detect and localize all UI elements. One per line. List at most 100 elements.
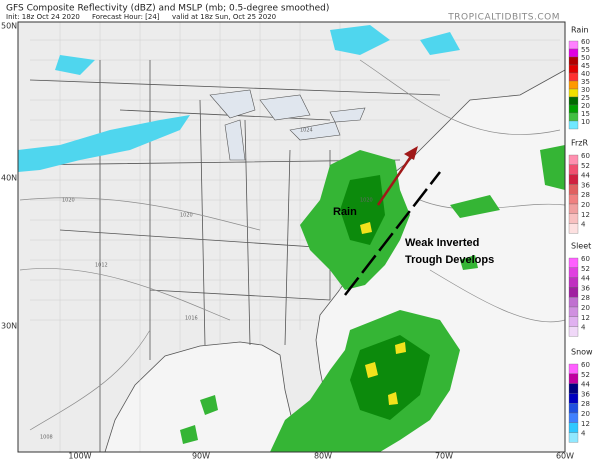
legend-label: 25 [581, 94, 590, 102]
init: Init: 18z Oct 24 2020 [6, 13, 80, 21]
great-lakes [209, 89, 366, 161]
legend-label: 44 [581, 172, 590, 180]
legend-swatch [568, 40, 579, 50]
legend-label: 20 [581, 102, 590, 110]
legend-label: 28 [581, 294, 590, 302]
isobar-label: 1012 [95, 263, 108, 269]
flow-arrow [376, 151, 416, 206]
legend-swatch [568, 174, 579, 185]
legend-label: 45 [581, 62, 590, 70]
legend-label: 35 [581, 78, 590, 86]
legend-swatch [568, 306, 579, 317]
legend-label: 20 [581, 304, 590, 312]
valid-time: valid at 18z Sun, Oct 25 2020 [172, 13, 276, 21]
lon-label: 100W [68, 452, 91, 461]
legend-swatch [568, 223, 579, 234]
lon-label: 60W [556, 452, 574, 461]
map-border [17, 21, 566, 453]
legend-swatch [568, 267, 579, 278]
legend-label: 60 [581, 152, 590, 160]
annotation: Rain [333, 206, 357, 218]
trough-axis [344, 171, 441, 296]
legend-label: 20 [581, 410, 590, 418]
legend-label: 4 [581, 430, 586, 438]
legend-swatch [568, 203, 579, 214]
legend-label: 36 [581, 284, 590, 292]
legend-label: 30 [581, 86, 590, 94]
legend-label: 36 [581, 390, 590, 398]
lat-label: 40N [1, 174, 17, 183]
isobar-label: 1016 [185, 316, 198, 322]
legend-label: 28 [581, 400, 590, 408]
legend-swatch [568, 184, 579, 195]
legend-label: 52 [581, 265, 590, 273]
legend-label: 15 [581, 110, 590, 118]
legend-swatch [568, 120, 579, 130]
legend-swatch [568, 194, 579, 205]
rain-areas [180, 145, 565, 452]
legend-title: Rain [571, 26, 589, 35]
legend-label: 12 [581, 420, 590, 428]
credit: TROPICALTIDBITS.COM [447, 13, 560, 23]
legend-label: 52 [581, 162, 590, 170]
legend-swatch [568, 373, 579, 384]
title: GFS Composite Reflectivity (dBZ) and MSL… [6, 4, 329, 14]
legend-swatch [568, 164, 579, 175]
legend-swatch [568, 422, 579, 433]
legend-label: 60 [581, 255, 590, 263]
legend-swatch [568, 96, 579, 106]
legend-swatch [568, 393, 579, 404]
legend-swatch [568, 104, 579, 114]
legend-label: 20 [581, 201, 590, 209]
arrow-head [404, 146, 418, 160]
legend-title: Snow [571, 348, 593, 357]
legend-label: 44 [581, 381, 590, 389]
legend-label: 40 [581, 70, 590, 78]
forecast-hour: Forecast Hour: [24] [92, 13, 160, 21]
legend-swatch [568, 88, 579, 98]
legend-label: 28 [581, 191, 590, 199]
legend-label: 4 [581, 221, 586, 229]
legend-swatch [568, 403, 579, 414]
legend-label: 12 [581, 314, 590, 322]
lon-label: 80W [314, 452, 332, 461]
legend-swatch [568, 432, 579, 443]
legend-label: 4 [581, 324, 586, 332]
legend-swatch [568, 48, 579, 58]
lon-label: 70W [435, 452, 453, 461]
isobar-label: 1020 [180, 213, 193, 219]
legend-label: 60 [581, 361, 590, 369]
legend-swatch [568, 154, 579, 165]
isobar-label: 1024 [300, 128, 313, 134]
legend-swatch [568, 287, 579, 298]
legend-label: 44 [581, 275, 590, 283]
isobar-label: 1020 [360, 198, 373, 204]
legend-label: 50 [581, 54, 590, 62]
annotation: Weak Inverted [405, 237, 479, 249]
legend-label: 10 [581, 118, 590, 126]
legend-swatch [568, 72, 579, 82]
legend-swatch [568, 112, 579, 122]
annotation: Trough Develops [405, 254, 494, 266]
legend-swatch [568, 363, 579, 374]
legend-title: Sleet [571, 242, 591, 251]
lat-label: 50N [1, 22, 17, 31]
legend-swatch [568, 56, 579, 66]
snow-areas [18, 25, 460, 172]
legend-swatch [568, 257, 579, 268]
lat-label: 30N [1, 322, 17, 331]
legend-swatch [568, 80, 579, 90]
legend-swatch [568, 64, 579, 74]
legend-label: 12 [581, 211, 590, 219]
legend-label: 36 [581, 181, 590, 189]
legend-swatch [568, 326, 579, 337]
legend-swatch [568, 277, 579, 288]
legend-swatch [568, 412, 579, 423]
isobar-label: 1008 [40, 435, 53, 441]
legend-label: 60 [581, 38, 590, 46]
legend-label: 52 [581, 371, 590, 379]
isobar-label: 1020 [62, 198, 75, 204]
legend-title: FrzR [571, 139, 589, 148]
